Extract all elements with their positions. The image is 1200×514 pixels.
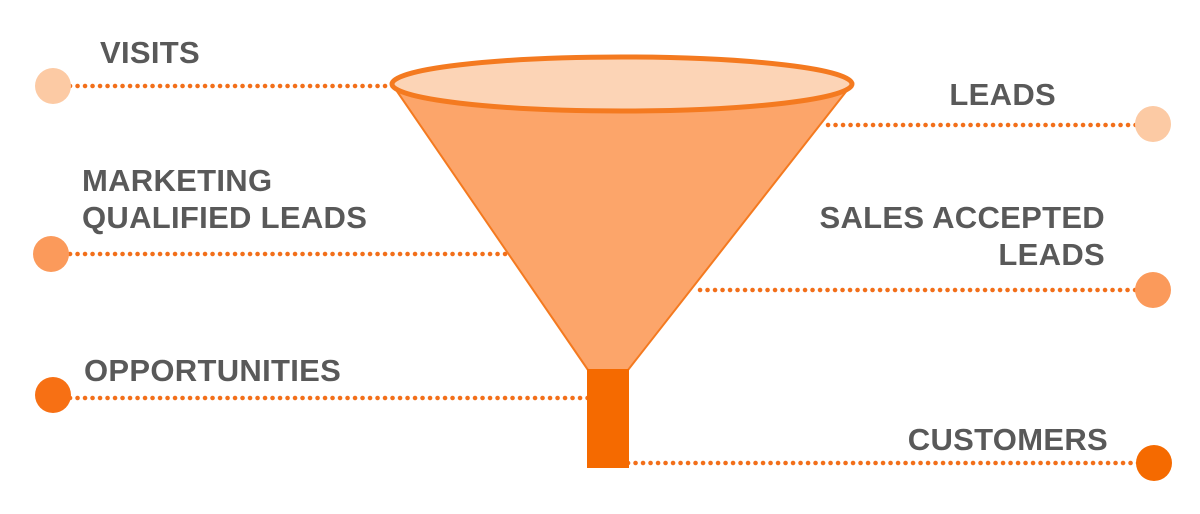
label-line: LEADS bbox=[949, 77, 1056, 112]
stage-dot-mql bbox=[33, 236, 69, 272]
label-line: QUALIFIED LEADS bbox=[82, 200, 368, 235]
label-line: LEADS bbox=[998, 237, 1105, 272]
funnel-mouth bbox=[389, 54, 855, 114]
stage-dot-sal bbox=[1135, 272, 1171, 308]
label-line: VISITS bbox=[100, 35, 200, 70]
stage-dot-customers bbox=[1136, 445, 1172, 481]
label-sal: SALES ACCEPTED LEADS bbox=[819, 199, 1105, 273]
label-line: OPPORTUNITIES bbox=[84, 353, 342, 388]
label-leads: LEADS bbox=[949, 76, 1056, 113]
label-line: MARKETING bbox=[82, 163, 273, 198]
stage-dot-opportunities bbox=[35, 377, 71, 413]
label-opportunities: OPPORTUNITIES bbox=[84, 352, 341, 389]
label-customers: CUSTOMERS bbox=[908, 421, 1108, 458]
stage-dot-leads bbox=[1135, 106, 1171, 142]
stage-dot-visits bbox=[35, 68, 71, 104]
label-line: CUSTOMERS bbox=[907, 422, 1108, 457]
funnel-spout bbox=[587, 369, 629, 468]
label-mql: MARKETING QUALIFIED LEADS bbox=[82, 162, 367, 236]
label-visits: VISITS bbox=[100, 34, 200, 71]
label-line: SALES ACCEPTED bbox=[819, 200, 1105, 235]
funnel-body bbox=[391, 83, 853, 371]
